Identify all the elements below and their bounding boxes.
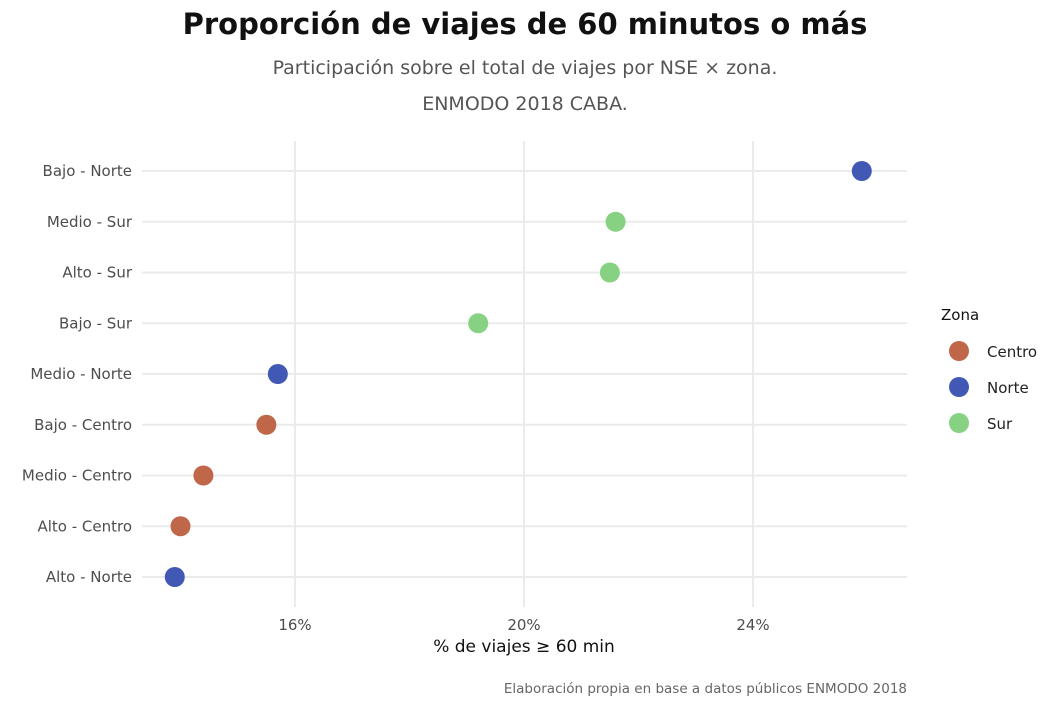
chart-caption: Elaboración propia en base a datos públi… (504, 681, 907, 697)
chart-title: Proporción de viajes de 60 minutos o más (183, 7, 868, 41)
y-tick-label: Medio - Norte (30, 365, 132, 383)
legend-label: Sur (987, 415, 1013, 433)
y-axis-labels: Bajo - Norte Medio - Sur Alto - Sur Bajo - … (22, 162, 133, 586)
data-point (851, 161, 872, 181)
y-tick-label: Medio - Sur (47, 213, 133, 231)
y-tick-label: Medio - Centro (22, 467, 132, 485)
legend: Zona Centro Norte Sur (941, 306, 1037, 433)
legend-label: Centro (987, 343, 1037, 361)
legend-key (949, 377, 969, 397)
x-tick-label: 20% (507, 616, 540, 634)
legend-label: Norte (987, 379, 1029, 397)
y-tick-label: Alto - Norte (46, 568, 132, 586)
chart-subtitle: Participación sobre el total de viajes p… (273, 57, 778, 79)
data-point (164, 567, 185, 587)
x-tick-label: 16% (278, 616, 311, 634)
data-point (468, 313, 489, 334)
x-axis-title: % de viajes ≥ 60 min (433, 637, 615, 657)
legend-title: Zona (941, 306, 979, 324)
data-point (193, 465, 214, 486)
y-tick-label: Alto - Centro (37, 517, 132, 535)
legend-key (949, 413, 969, 433)
legend-items: Centro Norte Sur (949, 341, 1037, 433)
x-axis-labels: 16% 20% 24% (278, 616, 769, 634)
plot-area: Bajo - Norte Medio - Sur Alto - Sur Bajo - … (22, 141, 907, 634)
data-point (267, 364, 288, 384)
y-tick-label: Bajo - Norte (43, 162, 132, 180)
data-point (170, 516, 191, 537)
data-point (605, 211, 626, 232)
legend-key (949, 341, 969, 361)
x-tick-label: 24% (736, 616, 769, 634)
data-points (164, 161, 872, 587)
y-tick-label: Alto - Sur (62, 264, 132, 282)
horizontal-gridlines (142, 170, 907, 578)
data-point (256, 414, 277, 435)
y-tick-label: Bajo - Sur (59, 314, 133, 332)
data-point (599, 262, 620, 283)
chart-subtitle-line2: ENMODO 2018 CABA. (422, 93, 628, 115)
y-tick-label: Bajo - Centro (34, 416, 132, 434)
